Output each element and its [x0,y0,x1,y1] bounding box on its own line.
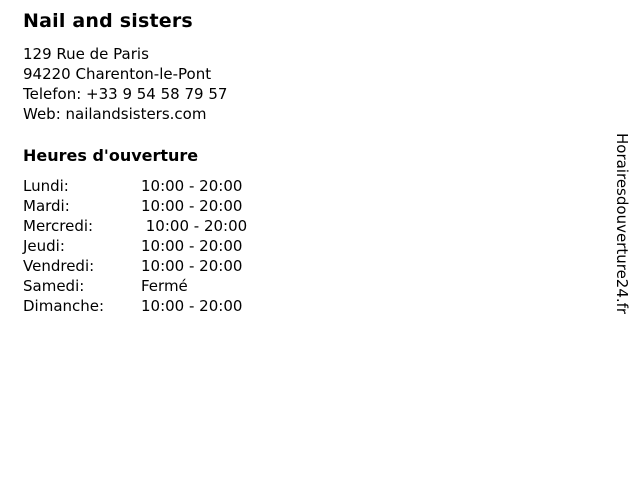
day-label: Lundi: [23,177,69,195]
hours-row-tuesday: Mardi: 10:00 - 20:00 [23,196,247,216]
contact-block: 129 Rue de Paris 94220 Charenton-le-Pont… [23,44,247,124]
day-hours: 10:00 - 20:00 [141,197,243,215]
business-listing: Nail and sisters 129 Rue de Paris 94220 … [23,9,247,316]
hours-row-friday: Vendredi: 10:00 - 20:00 [23,256,247,276]
day-hours: 10:00 - 20:00 [141,237,243,255]
watermark-site-name: Horairesdouverture24.fr [613,133,631,315]
day-hours: 10:00 - 20:00 [141,177,243,195]
hours-heading: Heures d'ouverture [23,146,199,165]
day-label: Mercredi: [23,217,94,235]
hours-table: Lundi: 10:00 - 20:00 Mardi: 10:00 - 20:0… [23,176,247,316]
hours-row-thursday: Jeudi: 10:00 - 20:00 [23,236,247,256]
day-label: Jeudi: [23,237,65,255]
phone-line: Telefon: +33 9 54 58 79 57 [23,85,228,103]
business-name: Nail and sisters [23,10,193,32]
day-label: Mardi: [23,197,70,215]
hours-row-wednesday: Mercredi: 10:00 - 20:00 [23,216,247,236]
day-hours: 10:00 - 20:00 [141,297,243,315]
day-hours: Fermé [141,277,188,295]
day-label: Samedi: [23,277,85,295]
website-line: Web: nailandsisters.com [23,105,207,123]
hours-row-monday: Lundi: 10:00 - 20:00 [23,176,247,196]
day-label: Vendredi: [23,257,95,275]
day-label: Dimanche: [23,297,105,315]
address-city: 94220 Charenton-le-Pont [23,65,212,83]
day-hours: 10:00 - 20:00 [141,217,248,235]
day-hours: 10:00 - 20:00 [141,257,243,275]
hours-row-sunday: Dimanche: 10:00 - 20:00 [23,296,247,316]
hours-row-saturday: Samedi: Fermé [23,276,247,296]
address-street: 129 Rue de Paris [23,45,149,63]
